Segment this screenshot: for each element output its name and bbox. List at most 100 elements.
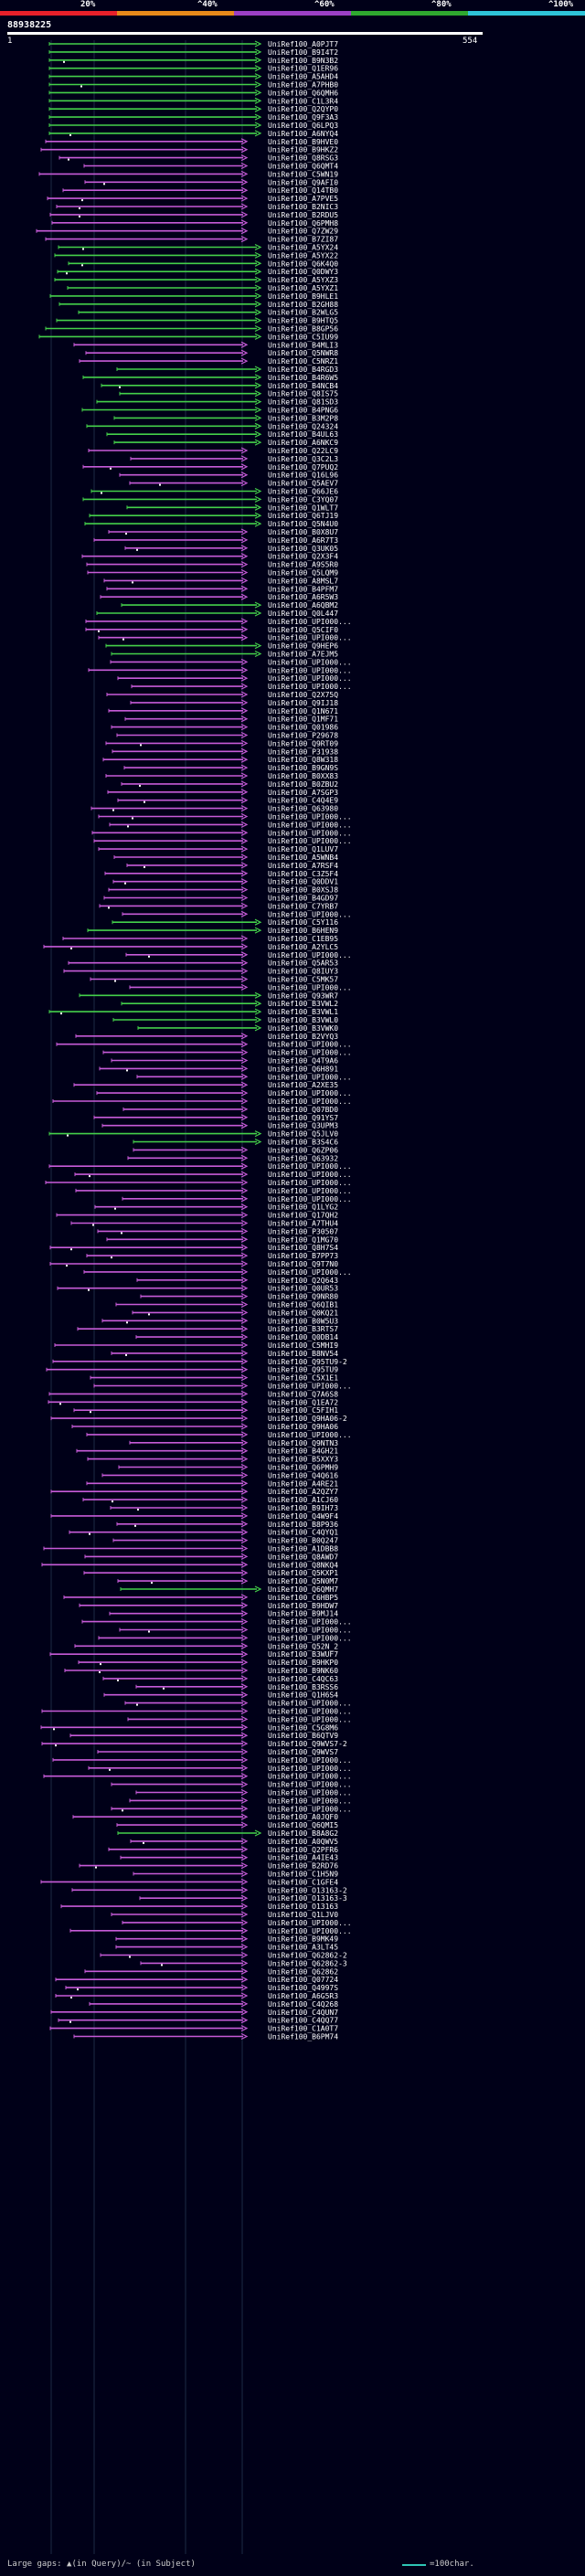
hit-label[interactable]: UniRef100_Q6QMI5 <box>268 1821 338 1829</box>
hit-row[interactable]: UniRef100_Q0L447 <box>96 610 338 618</box>
hit-row[interactable]: UniRef100_UPI000... <box>45 1179 352 1187</box>
hit-label[interactable]: UniRef100_C3YQ07 <box>268 495 338 504</box>
hit-label[interactable]: UniRef100_Q8AWD7 <box>268 1553 338 1561</box>
hit-label[interactable]: UniRef100_Q8W318 <box>268 756 338 764</box>
hit-row[interactable]: UniRef100_A6QBM2 <box>121 601 338 610</box>
hit-row[interactable]: UniRef100_Q7ZW29 <box>36 228 338 236</box>
hit-row[interactable]: UniRef100_Q01986 <box>111 724 338 732</box>
hit-row[interactable]: UniRef100_Q4W9F4 <box>50 1512 338 1521</box>
hit-label[interactable]: UniRef100_UPI000... <box>268 983 352 991</box>
hit-label[interactable]: UniRef100_Q8RSG3 <box>268 154 338 163</box>
hit-row[interactable]: UniRef100_Q1WLT7 <box>126 504 338 512</box>
hit-row[interactable]: UniRef100_C1L3R4 <box>48 97 338 105</box>
hit-row[interactable]: UniRef100_Q5NWR8 <box>85 349 338 357</box>
hit-row[interactable]: UniRef100_UPI000... <box>96 1089 352 1097</box>
hit-row[interactable]: UniRef100_A4IE43 <box>120 1854 338 1862</box>
hit-label[interactable]: UniRef100_B0X8U7 <box>268 528 338 536</box>
hit-label[interactable]: UniRef100_P31938 <box>268 747 338 756</box>
hit-row[interactable]: UniRef100_P31938 <box>112 747 338 756</box>
hit-label[interactable]: UniRef100_B4GD97 <box>268 895 338 903</box>
hit-label[interactable]: UniRef100_UPI000... <box>268 1627 352 1635</box>
hit-label[interactable]: UniRef100_B3RSS6 <box>268 1683 338 1691</box>
hit-row[interactable]: UniRef100_UPI000... <box>122 1919 352 1927</box>
hit-label[interactable]: UniRef100_UPI000... <box>268 1073 352 1081</box>
hit-label[interactable]: UniRef100_UPI000... <box>268 829 352 837</box>
hit-label[interactable]: UniRef100_C4QQ77 <box>268 2017 338 2025</box>
hit-row[interactable]: UniRef100_C5WN19 <box>38 170 338 178</box>
hit-row[interactable]: UniRef100_B4R6W5 <box>82 374 338 382</box>
hit-label[interactable]: UniRef100_Q6H891 <box>268 1065 338 1073</box>
hit-label[interactable]: UniRef100_C5Y116 <box>268 918 338 927</box>
hit-row[interactable]: UniRef100_UPI000... <box>75 1187 352 1195</box>
hit-label[interactable]: UniRef100_B2RD76 <box>268 1862 338 1871</box>
hit-label[interactable]: UniRef100_Q1EA72 <box>268 1398 338 1406</box>
hit-row[interactable]: UniRef100_UPI000... <box>131 683 352 691</box>
hit-row[interactable]: UniRef100_C3YQ07 <box>82 495 338 504</box>
hit-label[interactable]: UniRef100_Q5AEV7 <box>268 480 338 488</box>
hit-row[interactable]: UniRef100_UPI000... <box>98 634 352 642</box>
hit-label[interactable]: UniRef100_UPI000... <box>268 1927 352 1935</box>
hit-row[interactable]: UniRef100_UPI000... <box>122 1195 352 1203</box>
hit-label[interactable]: UniRef100_UPI000... <box>268 1187 352 1195</box>
hit-label[interactable]: UniRef100_B8P936 <box>268 1521 338 1529</box>
hit-row[interactable]: UniRef100_Q9HA06-2 <box>50 1415 347 1423</box>
hit-label[interactable]: UniRef100_B0XSJ8 <box>268 886 338 895</box>
hit-label[interactable]: UniRef100_UPI000... <box>268 1789 352 1797</box>
hit-row[interactable]: UniRef100_Q1MG70 <box>106 1235 338 1244</box>
hit-label[interactable]: UniRef100_Q93WR7 <box>268 991 338 1000</box>
hit-row[interactable]: UniRef100_B2VYQ3 <box>75 1033 338 1041</box>
hit-label[interactable]: UniRef100_A6R5W3 <box>268 593 338 601</box>
hit-row[interactable]: UniRef100_A8MSL7 <box>103 577 338 585</box>
hit-row[interactable]: UniRef100_Q66JE6 <box>90 488 338 496</box>
hit-label[interactable]: UniRef100_Q1MF71 <box>268 716 338 724</box>
hit-row[interactable]: UniRef100_Q1LJV0 <box>111 1911 338 1919</box>
hit-row[interactable]: UniRef100_Q2Q643 <box>136 1277 338 1285</box>
hit-row[interactable]: UniRef100_C4QYQ1 <box>69 1529 338 1537</box>
hit-row[interactable]: UniRef100_Q14TB0 <box>62 186 338 195</box>
hit-label[interactable]: UniRef100_B3WUF7 <box>268 1650 338 1659</box>
hit-row[interactable]: UniRef100_C5FIH1 <box>73 1406 338 1415</box>
hit-row[interactable]: UniRef100_Q6PMH8 <box>51 219 338 228</box>
hit-label[interactable]: UniRef100_Q4Q616 <box>268 1471 338 1479</box>
hit-row[interactable]: UniRef100_B8A8G2 <box>117 1829 338 1838</box>
hit-label[interactable]: UniRef100_A1DBB8 <box>268 1545 338 1553</box>
hit-label[interactable]: UniRef100_A5YX22 <box>268 251 338 260</box>
hit-label[interactable]: UniRef100_A7PVE5 <box>268 195 338 203</box>
hit-label[interactable]: UniRef100_C5X1E1 <box>268 1374 338 1383</box>
hit-label[interactable]: UniRef100_UPI000... <box>268 1089 352 1097</box>
hit-row[interactable]: UniRef100_Q1MF71 <box>124 716 338 724</box>
hit-row[interactable]: UniRef100_Q9NR80 <box>140 1293 338 1301</box>
hit-row[interactable]: UniRef100_B3RTS7 <box>77 1325 338 1333</box>
hit-row[interactable]: UniRef100_B9HVE0 <box>45 138 338 146</box>
hit-row[interactable]: UniRef100_Q63932 <box>127 1154 338 1162</box>
hit-label[interactable]: UniRef100_Q9F3A3 <box>268 113 338 122</box>
hit-row[interactable]: UniRef100_Q52N_2 <box>74 1642 338 1650</box>
hit-row[interactable]: UniRef100_Q9HEP6 <box>105 642 338 651</box>
hit-label[interactable]: UniRef100_B3RTS7 <box>268 1325 338 1333</box>
hit-label[interactable]: UniRef100_B2NIC3 <box>268 203 338 211</box>
hit-row[interactable]: UniRef100_UPI000... <box>48 1162 352 1171</box>
hit-label[interactable]: UniRef100_A5WNB4 <box>268 853 338 862</box>
hit-label[interactable]: UniRef100_Q5JLV0 <box>268 1130 338 1139</box>
hit-row[interactable]: UniRef100_C5MK57 <box>90 976 338 984</box>
hit-label[interactable]: UniRef100_Q22LC9 <box>268 447 338 455</box>
hit-row[interactable]: UniRef100_UPI000... <box>74 1171 352 1179</box>
hit-label[interactable]: UniRef100_Q3UK05 <box>268 545 338 553</box>
hit-label[interactable]: UniRef100_Q9AFI0 <box>268 178 338 186</box>
hit-row[interactable]: UniRef100_B3VWL2 <box>121 1000 338 1008</box>
hit-row[interactable]: UniRef100_B2RDU5 <box>49 211 338 219</box>
hit-row[interactable]: UniRef100_B8GP56 <box>45 325 338 334</box>
hit-row[interactable]: UniRef100_B0W5U3 <box>101 1317 338 1325</box>
hit-label[interactable]: UniRef100_A6R7T3 <box>268 536 338 545</box>
hit-label[interactable]: UniRef100_A8MSL7 <box>268 577 338 585</box>
hit-label[interactable]: UniRef100_C3Z5F4 <box>268 870 338 878</box>
hit-label[interactable]: UniRef100_B2RDU5 <box>268 211 338 219</box>
hit-row[interactable]: UniRef100_UPI000... <box>52 1097 352 1106</box>
hit-row[interactable]: UniRef100_Q5JLV0 <box>48 1130 338 1139</box>
hit-label[interactable]: UniRef100_Q1MG70 <box>268 1235 338 1244</box>
hit-label[interactable]: UniRef100_A5YX24 <box>268 244 338 252</box>
hit-row[interactable]: UniRef100_UPI000... <box>52 1756 352 1765</box>
hit-row[interactable]: UniRef100_C4Q268 <box>89 2000 338 2009</box>
hit-row[interactable]: UniRef100_UPI000... <box>69 1927 352 1935</box>
hit-label[interactable]: UniRef100_C5FIH1 <box>268 1406 338 1415</box>
